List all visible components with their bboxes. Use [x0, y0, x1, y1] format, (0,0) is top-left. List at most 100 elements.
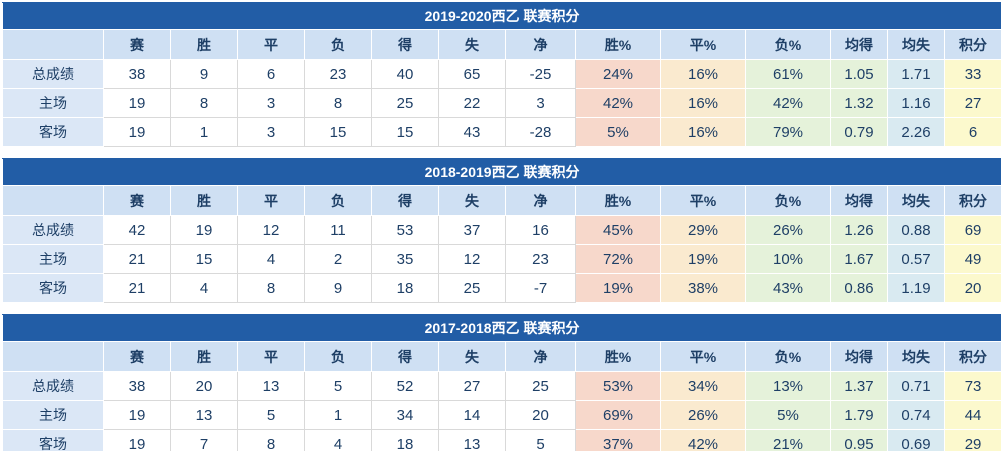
column-header-points: 积分	[943, 29, 1003, 60]
stat-cell: 25	[438, 273, 506, 303]
column-header-goals-for: 得	[371, 29, 439, 60]
corner-cell	[2, 29, 104, 60]
stat-cell: 21	[103, 244, 171, 274]
column-header-avg-for: 均得	[830, 341, 888, 372]
stat-cell: 24%	[575, 59, 661, 89]
stat-cell: 0.95	[830, 429, 888, 451]
column-header-loss-pct: 负%	[745, 341, 831, 372]
stat-cell: 20	[505, 400, 576, 430]
stat-cell: 19	[103, 88, 171, 118]
stat-cell: 1.19	[887, 273, 945, 303]
stat-cell: 19%	[660, 244, 746, 274]
stat-cell: 34	[371, 400, 439, 430]
stat-cell: 19	[103, 429, 171, 451]
stat-cell: 0.74	[887, 400, 945, 430]
stat-cell: 0.79	[830, 117, 888, 147]
stat-cell: 0.71	[887, 371, 945, 401]
stat-cell: 34%	[660, 371, 746, 401]
stat-cell: 42%	[745, 88, 831, 118]
stat-cell: 16	[505, 215, 576, 245]
stat-cell: 16%	[660, 88, 746, 118]
stat-cell: 13	[237, 371, 305, 401]
stat-cell: 5	[237, 400, 305, 430]
stat-cell: 44	[943, 400, 1003, 430]
stat-cell: 18	[371, 273, 439, 303]
column-header-losses: 负	[304, 29, 372, 60]
column-header-avg-for: 均得	[830, 29, 888, 60]
stat-cell: 16%	[660, 59, 746, 89]
stat-cell: 5	[304, 371, 372, 401]
season-table-2018-2019: 2018-2019西乙 联赛积分 赛 胜 平 负 得 失 净 胜% 平% 负% …	[1, 158, 1003, 303]
stat-cell: 35	[371, 244, 439, 274]
stat-cell: 8	[304, 88, 372, 118]
table-row-total: 总成绩 42 19 12 11 53 37 16 45% 29% 26% 1.2…	[2, 215, 1003, 245]
column-header-wins: 胜	[170, 29, 238, 60]
column-header-losses: 负	[304, 185, 372, 216]
stat-cell: 23	[304, 59, 372, 89]
row-label: 总成绩	[2, 59, 104, 89]
column-header-goals-against: 失	[438, 29, 506, 60]
table-row-total: 总成绩 38 20 13 5 52 27 25 53% 34% 13% 1.37…	[2, 371, 1003, 401]
stat-cell: 9	[170, 59, 238, 89]
stat-cell: 16%	[660, 117, 746, 147]
stat-cell: 4	[237, 244, 305, 274]
column-header-wins: 胜	[170, 341, 238, 372]
title-row: 2019-2020西乙 联赛积分	[1, 2, 1003, 30]
stat-cell: 43%	[745, 273, 831, 303]
stat-cell: 29%	[660, 215, 746, 245]
column-header-avg-against: 均失	[887, 341, 945, 372]
stat-cell: 2.26	[887, 117, 945, 147]
stat-cell: 5%	[745, 400, 831, 430]
column-header-avg-against: 均失	[887, 185, 945, 216]
stat-cell: 5	[505, 429, 576, 451]
stat-cell: 15	[170, 244, 238, 274]
stat-cell: 79%	[745, 117, 831, 147]
stat-cell: 6	[943, 117, 1003, 147]
column-header-goals-against: 失	[438, 341, 506, 372]
column-header-goals-for: 得	[371, 185, 439, 216]
stat-cell: 12	[438, 244, 506, 274]
stat-cell: 4	[304, 429, 372, 451]
stat-cell: 22	[438, 88, 506, 118]
row-label: 客场	[2, 117, 104, 147]
stat-cell: 37%	[575, 429, 661, 451]
stat-cell: 42	[103, 215, 171, 245]
stat-cell: 15	[304, 117, 372, 147]
column-header-loss-pct: 负%	[745, 185, 831, 216]
stat-cell: 73	[943, 371, 1003, 401]
column-header-win-pct: 胜%	[575, 185, 661, 216]
column-header-wins: 胜	[170, 185, 238, 216]
stat-cell: 42%	[575, 88, 661, 118]
table-title: 2017-2018西乙 联赛积分	[1, 314, 1003, 342]
column-header-loss-pct: 负%	[745, 29, 831, 60]
stat-cell: 13%	[745, 371, 831, 401]
header-row: 赛 胜 平 负 得 失 净 胜% 平% 负% 均得 均失 积分	[2, 185, 1003, 216]
stat-cell: 23	[505, 244, 576, 274]
stat-cell: 11	[304, 215, 372, 245]
stat-cell: 1.05	[830, 59, 888, 89]
stat-cell: 7	[170, 429, 238, 451]
stat-cell: 1	[304, 400, 372, 430]
season-table-2019-2020: 2019-2020西乙 联赛积分 赛 胜 平 负 得 失 净 胜% 平% 负% …	[1, 2, 1003, 147]
column-header-draws: 平	[237, 185, 305, 216]
stat-cell: 19	[103, 117, 171, 147]
stat-cell: 2	[304, 244, 372, 274]
column-header-goal-diff: 净	[505, 185, 576, 216]
column-header-losses: 负	[304, 341, 372, 372]
table-title: 2018-2019西乙 联赛积分	[1, 158, 1003, 186]
stat-cell: 13	[170, 400, 238, 430]
stat-cell: 1.37	[830, 371, 888, 401]
stat-cell: -28	[505, 117, 576, 147]
stat-cell: 21%	[745, 429, 831, 451]
season-table-2017-2018: 2017-2018西乙 联赛积分 赛 胜 平 负 得 失 净 胜% 平% 负% …	[1, 314, 1003, 451]
table-row-away: 客场 19 7 8 4 18 13 5 37% 42% 21% 0.95 0.6…	[2, 429, 1003, 451]
column-header-goals-for: 得	[371, 341, 439, 372]
stat-cell: 38	[103, 371, 171, 401]
stat-cell: 3	[505, 88, 576, 118]
stat-cell: 20	[170, 371, 238, 401]
stat-cell: 20	[943, 273, 1003, 303]
column-header-matches: 赛	[103, 29, 171, 60]
stat-cell: 26%	[745, 215, 831, 245]
stat-cell: 1.32	[830, 88, 888, 118]
